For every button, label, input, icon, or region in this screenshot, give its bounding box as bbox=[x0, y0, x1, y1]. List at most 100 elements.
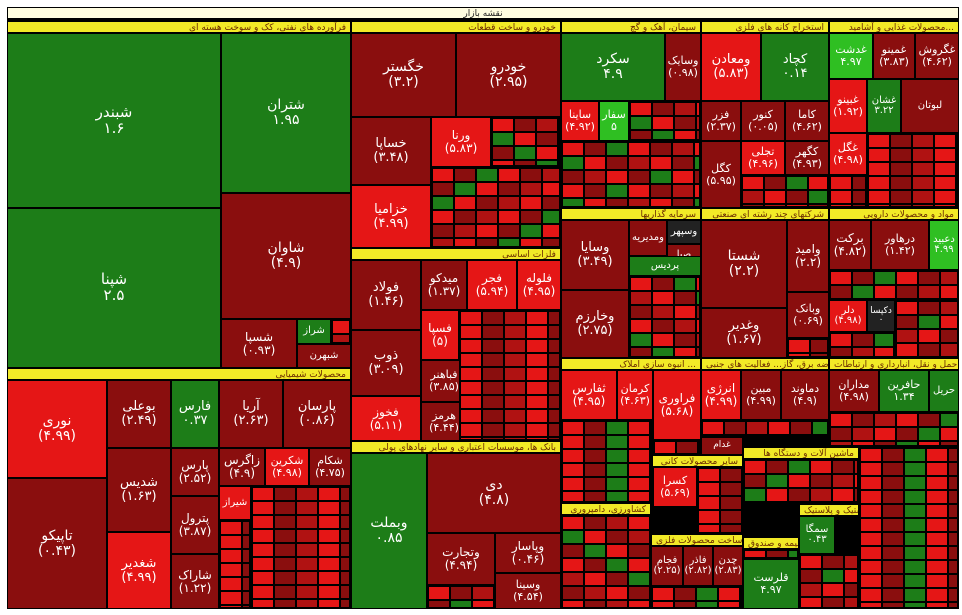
tile-mini[interactable] bbox=[482, 423, 504, 437]
tile-mini[interactable] bbox=[674, 587, 696, 601]
tile-mini[interactable] bbox=[896, 441, 918, 446]
tile-shiraz[interactable]: شیراز bbox=[219, 486, 251, 520]
tile-mini[interactable] bbox=[332, 334, 350, 343]
tile-mini[interactable] bbox=[514, 146, 536, 160]
tile-mini[interactable] bbox=[252, 487, 274, 501]
tile-mini[interactable] bbox=[896, 413, 918, 427]
tile-cluster-cement-mid[interactable] bbox=[629, 101, 701, 141]
tile-day[interactable]: دی (۴.۸) bbox=[427, 453, 561, 533]
tile-mini[interactable] bbox=[766, 502, 788, 503]
tile-mini[interactable] bbox=[562, 435, 584, 449]
tile-mini[interactable] bbox=[628, 544, 650, 558]
tile-mini[interactable] bbox=[628, 184, 650, 198]
tile-mini[interactable] bbox=[628, 435, 650, 449]
tile-mini[interactable] bbox=[948, 532, 958, 546]
tile-mini[interactable] bbox=[786, 176, 808, 190]
tile-mini[interactable] bbox=[252, 599, 274, 608]
tile-mini[interactable] bbox=[450, 586, 472, 600]
tile-mini[interactable] bbox=[650, 170, 672, 184]
tile-mini[interactable] bbox=[504, 423, 526, 437]
tile-ghshan[interactable]: غشان ۳.۲۲ bbox=[867, 79, 901, 133]
tile-mini[interactable] bbox=[514, 132, 536, 146]
tile-mini[interactable] bbox=[628, 463, 650, 477]
tile-mini[interactable] bbox=[674, 291, 696, 305]
tile-mini[interactable] bbox=[674, 601, 696, 608]
tile-fazar[interactable]: فزر (۲.۳۷) bbox=[701, 101, 741, 141]
tile-mini[interactable] bbox=[606, 586, 628, 600]
tile-mini[interactable] bbox=[454, 182, 476, 196]
tile-mini[interactable] bbox=[606, 544, 628, 558]
tile-mini[interactable] bbox=[860, 560, 882, 574]
tile-mini[interactable] bbox=[830, 427, 852, 441]
tile-mini[interactable] bbox=[432, 168, 454, 182]
tile-mini[interactable] bbox=[800, 597, 822, 608]
tile-mini[interactable] bbox=[482, 353, 504, 367]
tile-mini[interactable] bbox=[744, 488, 766, 502]
tile-mini[interactable] bbox=[874, 347, 894, 357]
tile-mini[interactable] bbox=[652, 291, 674, 305]
tile-mini[interactable] bbox=[702, 435, 724, 436]
tile-mini[interactable] bbox=[340, 501, 350, 515]
tile-mini[interactable] bbox=[746, 435, 768, 436]
tile-mini[interactable] bbox=[832, 474, 854, 488]
tile-mini[interactable] bbox=[852, 333, 874, 347]
tile-mini[interactable] bbox=[650, 435, 652, 449]
tile-mini[interactable] bbox=[650, 491, 652, 502]
tile-mini[interactable] bbox=[526, 325, 548, 339]
tile-mini[interactable] bbox=[890, 162, 912, 176]
tile-mini[interactable] bbox=[536, 118, 558, 132]
tile-mini[interactable] bbox=[672, 156, 694, 170]
tile-mini[interactable] bbox=[672, 170, 694, 184]
sector-header-transport[interactable]: حمل و نقل، انبارداری و ارتباطات bbox=[829, 358, 959, 370]
tile-mini[interactable] bbox=[694, 142, 700, 156]
tile-mini[interactable] bbox=[696, 333, 700, 347]
tile-mini[interactable] bbox=[860, 602, 882, 608]
tile-mini[interactable] bbox=[940, 315, 958, 329]
tile-mini[interactable] bbox=[956, 190, 958, 204]
tile-fakhooz[interactable]: فخوز (۵.۱۱) bbox=[351, 396, 421, 441]
tile-mini[interactable] bbox=[890, 148, 912, 162]
tile-mini[interactable] bbox=[252, 515, 274, 529]
tile-mini[interactable] bbox=[562, 600, 584, 608]
tile-mini[interactable] bbox=[526, 339, 548, 353]
sector-header-real-estate[interactable]: انبوه سازی املاک ... bbox=[561, 358, 701, 370]
tile-mini[interactable] bbox=[252, 529, 274, 543]
tile-mini[interactable] bbox=[896, 315, 918, 329]
tile-mini[interactable] bbox=[674, 102, 696, 116]
tile-cluster-mining-small[interactable] bbox=[741, 175, 829, 208]
tile-mini[interactable] bbox=[504, 381, 526, 395]
tile-petrol[interactable]: پترول (۳.۸۷) bbox=[171, 496, 219, 554]
tile-mini[interactable] bbox=[242, 563, 250, 577]
tile-mini[interactable] bbox=[432, 238, 454, 247]
sector-header-mining[interactable]: استخراج کانه های فلزی bbox=[701, 21, 829, 33]
tile-mini[interactable] bbox=[476, 238, 498, 247]
tile-mini[interactable] bbox=[584, 516, 606, 530]
tile-mini[interactable] bbox=[956, 134, 958, 148]
tile-zob[interactable]: ذوب (۳.۰۹) bbox=[351, 330, 421, 396]
tile-mini[interactable] bbox=[830, 413, 852, 427]
tile-mini[interactable] bbox=[874, 427, 896, 441]
tile-mini[interactable] bbox=[768, 421, 790, 435]
tile-falooleh[interactable]: فلوله (۴.۹۵) bbox=[517, 260, 561, 310]
tile-mini[interactable] bbox=[650, 142, 672, 156]
tile-mini[interactable] bbox=[476, 182, 498, 196]
tile-mini[interactable] bbox=[630, 277, 652, 291]
tile-mini[interactable] bbox=[674, 130, 696, 140]
tile-mini[interactable] bbox=[882, 504, 904, 518]
sector-header-holding[interactable]: شرکتهای چند رشته ای صنعتی bbox=[701, 208, 829, 220]
tile-mini[interactable] bbox=[948, 448, 958, 462]
tile-mini[interactable] bbox=[628, 600, 650, 608]
tile-mini[interactable] bbox=[918, 413, 940, 427]
tile-cluster-misc-8[interactable] bbox=[799, 554, 859, 609]
tile-mini[interactable] bbox=[274, 543, 296, 557]
tile-mini[interactable] bbox=[584, 544, 606, 558]
tile-khsapa[interactable]: خساپا (۳.۴۸) bbox=[351, 117, 431, 185]
tile-mini[interactable] bbox=[698, 441, 700, 454]
tile-mini[interactable] bbox=[830, 347, 852, 357]
tile-zagros[interactable]: زاگرس (۴.۹) bbox=[219, 448, 265, 486]
tile-mini[interactable] bbox=[650, 477, 652, 491]
tile-vabmellat[interactable]: وبملت ۰.۸۵ bbox=[351, 453, 427, 609]
tile-mini[interactable] bbox=[948, 588, 958, 602]
tile-mini[interactable] bbox=[948, 490, 958, 504]
tile-mini[interactable] bbox=[702, 421, 724, 435]
